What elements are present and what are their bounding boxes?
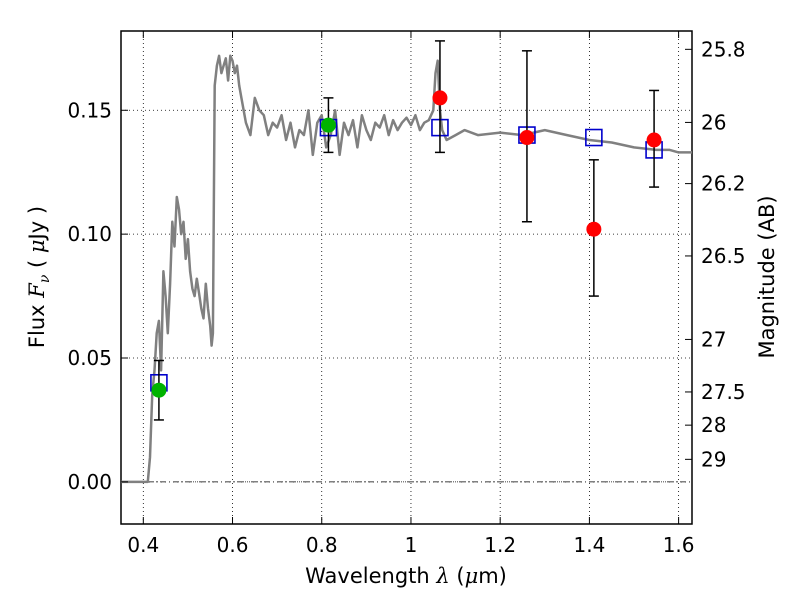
x-tick-label: 1.6 [663,533,695,557]
tick-layer: 0.4 0.6 0.8 1 1.2 1.4 1.6 0.00 0.05 0.10 0.15 25.8 2… [67,31,746,557]
observed-point-green [320,117,336,133]
x-tick-label: 1.4 [573,533,605,557]
x-tick-label: 1.2 [484,533,516,557]
x-tick-label: 0.8 [306,533,338,557]
magnitude-tick-label: 27 [701,327,726,351]
model-point [585,128,603,147]
magnitude-tick-label: 26 [701,110,726,134]
model-sed-line [121,54,692,484]
observed-point-red [586,221,602,237]
data-layer [121,40,692,484]
x-tick-label: 1 [405,533,418,557]
magnitude-tick-label: 29 [701,447,726,471]
grid-layer [121,31,692,524]
x-tick-label: 0.6 [217,533,249,557]
observed-point-green [151,382,167,398]
magnitude-tick-label: 26.5 [701,244,746,268]
right-axis-title: Magnitude (AB) [755,195,779,358]
observed-point-red [646,132,662,148]
observed-point-red [519,130,535,146]
x-axis-title: Wavelength λ (μm) [305,564,507,588]
y-tick-label: 0.15 [67,98,112,122]
magnitude-tick-label: 26.2 [701,172,746,196]
magnitude-tick-label: 25.8 [701,37,746,61]
y-axis-title: Flux Fν ( μJy ) [25,206,53,348]
y-tick-label: 0.00 [67,470,112,494]
observed-point-red [432,90,448,106]
y-tick-label: 0.05 [67,346,112,370]
x-tick-label: 0.4 [127,533,159,557]
magnitude-tick-label: 28 [701,413,726,437]
plot-frame [120,30,693,525]
y-tick-label: 0.10 [67,222,112,246]
magnitude-tick-label: 27.5 [701,380,746,404]
